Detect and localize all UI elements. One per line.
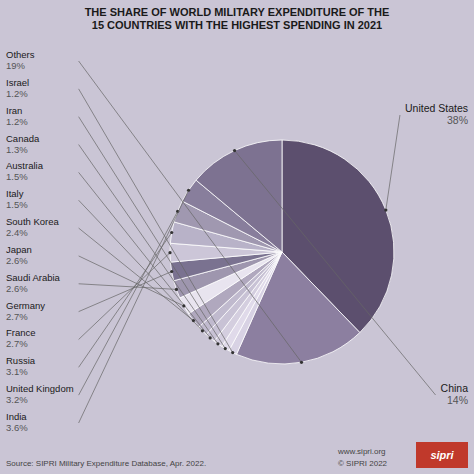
slice-label: Australia (6, 160, 44, 171)
data-label: 3.2% (6, 394, 28, 405)
leader-dot (187, 189, 190, 192)
leader-line (79, 211, 178, 395)
slice-label: China (441, 382, 469, 394)
leader-line (79, 145, 218, 344)
logo-box (416, 442, 468, 468)
slice-label: United Kingdom (6, 383, 74, 394)
leader-dot (182, 304, 185, 307)
website-note: www.sipri.org (337, 447, 386, 456)
data-label: 1.3% (6, 144, 28, 155)
slice-label: Japan (6, 244, 32, 255)
data-label: 19% (6, 60, 26, 71)
leader-dot (201, 329, 204, 332)
slice-label: Germany (6, 300, 45, 311)
leader-dot (216, 342, 219, 345)
leader-dot (233, 149, 236, 152)
data-label: 2.7% (6, 338, 28, 349)
leader-dot (224, 347, 227, 350)
logo-text: sipri (430, 449, 454, 461)
leader-line (79, 233, 172, 368)
leader-line (386, 115, 400, 210)
leader-lines (79, 61, 436, 423)
data-label: 3.1% (6, 366, 28, 377)
slice (196, 140, 282, 252)
data-label: 2.6% (6, 255, 28, 266)
data-label: 2.7% (6, 311, 28, 322)
pie (170, 140, 394, 364)
leader-line (79, 117, 226, 349)
leader-dot (192, 319, 195, 322)
data-label: 3.6% (6, 422, 28, 433)
leader-line (79, 190, 189, 423)
data-label: 38% (447, 114, 468, 126)
data-label: 1.2% (6, 116, 28, 127)
slice-label: Iran (6, 105, 22, 116)
leader-dot (168, 251, 171, 254)
slice-label: United States (405, 102, 468, 114)
source-note: Source: SIPRI Military Expenditure Datab… (6, 459, 206, 468)
data-label: 2.4% (6, 227, 28, 238)
leader-dot (170, 270, 173, 273)
slice-label: Canada (6, 133, 40, 144)
leader-dot (170, 231, 173, 234)
slice-label: South Korea (6, 216, 60, 227)
title: THE SHARE OF WORLD MILITARY EXPENDITURE … (85, 6, 390, 31)
slice-label: Israel (6, 77, 29, 88)
slice-label: France (6, 327, 36, 338)
leader-line (79, 172, 211, 338)
title-line: 15 COUNTRIES WITH THE HIGHEST SPENDING I… (92, 19, 382, 31)
slice-label: Italy (6, 188, 24, 199)
labels: Others19%Israel1.2%Iran1.2%Canada1.3%Aus… (6, 49, 468, 433)
leader-line (79, 228, 194, 320)
data-label: 1.2% (6, 88, 28, 99)
leader-line (79, 284, 177, 290)
leader-dot (300, 361, 303, 364)
leader-line (79, 256, 184, 306)
leader-line (79, 271, 172, 311)
leader-line (235, 151, 436, 395)
slice-label: Russia (6, 355, 36, 366)
leader-dot (209, 336, 212, 339)
leader-dot (231, 351, 234, 354)
data-label: 1.5% (6, 171, 28, 182)
title-line: THE SHARE OF WORLD MILITARY EXPENDITURE … (85, 6, 390, 18)
leader-dot (384, 208, 387, 211)
data-label: 14% (447, 394, 468, 406)
copyright-note: © SIPRI 2022 (338, 459, 388, 468)
data-label: 2.6% (6, 283, 28, 294)
leader-line (79, 200, 203, 331)
leader-line (79, 89, 233, 353)
slice-label: Saudi Arabia (6, 272, 61, 283)
leader-line (79, 61, 302, 362)
slice-label: India (6, 411, 27, 422)
slice-label: Others (6, 49, 35, 60)
data-label: 1.5% (6, 199, 28, 210)
leader-dot (175, 288, 178, 291)
chart: THE SHARE OF WORLD MILITARY EXPENDITURE … (0, 0, 474, 474)
logo: sipri (416, 442, 468, 468)
